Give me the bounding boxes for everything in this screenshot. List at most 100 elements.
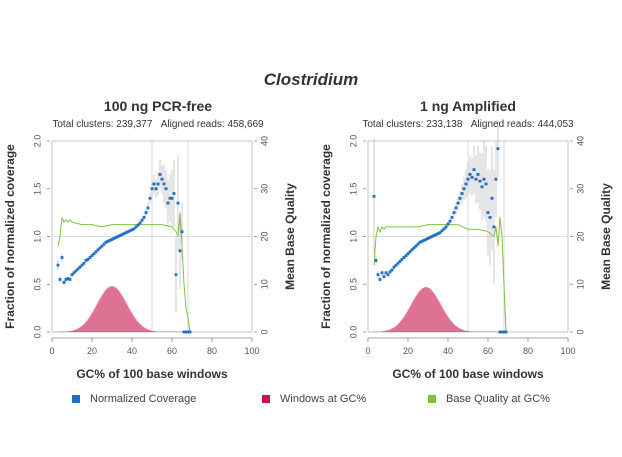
right-coverage-point [444, 225, 448, 229]
right-coverage-point [390, 268, 394, 272]
right-coverage-point [478, 179, 482, 183]
left-coverage-point [140, 218, 144, 222]
left-coverage-point [96, 248, 100, 252]
right-coverage-point [490, 196, 494, 200]
right-coverage-point [428, 236, 432, 239]
right-coverage-point [374, 258, 378, 262]
right-y2-tick-label: 40 [575, 136, 585, 146]
right-x-tick-label: 40 [443, 346, 453, 356]
legend-swatch-coverage [72, 395, 80, 403]
right-coverage-point [442, 227, 446, 231]
left-coverage-point [106, 239, 110, 243]
right-coverage-point [398, 259, 402, 263]
left-coverage-point [66, 277, 70, 280]
left-coverage-point [110, 237, 114, 241]
left-coverage-point [128, 229, 132, 233]
left-coverage-point [102, 242, 106, 246]
left-y2-tick-label: 10 [259, 279, 269, 289]
left-coverage-point [162, 182, 166, 186]
left-coverage-point [116, 235, 120, 238]
left-y-tick-label: 0.0 [32, 326, 42, 339]
left-coverage-point [130, 228, 134, 232]
left-x-axis-title: GC% of 100 base windows [76, 367, 228, 381]
left-panel-stats: Total clusters: 239,377 Aligned reads: 4… [28, 119, 288, 130]
left-coverage-point [62, 280, 66, 284]
left-coverage-point [76, 267, 80, 271]
left-coverage-point [86, 258, 90, 261]
right-coverage-point [384, 271, 388, 275]
right-x-tick-label: 0 [365, 346, 370, 356]
right-coverage-point [488, 216, 492, 219]
right-coverage-point [450, 216, 454, 219]
right-x-tick-label: 60 [483, 346, 493, 356]
legend-swatch-quality [428, 395, 436, 403]
left-y2-tick-label: 30 [259, 184, 269, 194]
right-x-tick-label: 80 [523, 346, 533, 356]
right-coverage-point [502, 330, 506, 334]
left-coverage-point [112, 237, 116, 240]
left-quality-line [57, 212, 191, 333]
right-chart: 0 20 40 60 80 100 0.0 0.5 1.0 1.5 2.0 0 10 20 30 40 GC% … [319, 119, 613, 381]
right-coverage-point [394, 263, 398, 267]
left-coverage-point [182, 330, 186, 334]
left-coverage-point [152, 182, 156, 186]
left-x-tick-label: 0 [49, 346, 54, 356]
left-coverage-point [126, 230, 130, 234]
right-coverage-point [496, 147, 500, 151]
left-y2-tick-label: 40 [259, 136, 269, 146]
left-x-tick-label: 20 [87, 346, 97, 356]
right-coverage-point [430, 235, 434, 238]
left-aligned-reads: Aligned reads: 458,669 [160, 119, 264, 130]
right-coverage-point [498, 330, 502, 334]
left-coverage-point [92, 252, 96, 256]
right-coverage-point [386, 273, 390, 277]
left-coverage-point [160, 177, 164, 181]
left-coverage-point [58, 278, 62, 281]
left-coverage-point [72, 271, 76, 275]
left-coverage-point [74, 269, 78, 273]
right-coverage-point [410, 248, 414, 252]
right-coverage-point [492, 225, 496, 229]
left-coverage-point [132, 227, 136, 231]
left-coverage-point [84, 258, 88, 262]
left-coverage-point [154, 187, 158, 191]
right-coverage-point [456, 201, 460, 205]
left-y-tick-label: 0.5 [32, 278, 42, 291]
right-aligned-reads: Aligned reads: 444,053 [470, 119, 574, 130]
right-coverage-point [432, 234, 436, 237]
right-y2-tick-label: 30 [575, 184, 585, 194]
right-coverage-point [466, 177, 470, 181]
right-coverage-point [404, 254, 408, 257]
left-coverage-point [118, 234, 122, 237]
left-coverage-point [166, 201, 170, 205]
legend-label-quality: Base Quality at GC% [446, 393, 550, 405]
left-coverage-point [150, 187, 154, 191]
left-x-tick-label: 60 [167, 346, 177, 356]
right-coverage-point [400, 258, 404, 261]
right-x-tick-label: 100 [560, 346, 575, 356]
right-total-clusters: Total clusters: 233,138 [362, 119, 463, 130]
left-coverage-point [124, 231, 128, 235]
left-coverage-point [80, 263, 84, 267]
right-y-axis-title: Fraction of normalized coverage [319, 144, 333, 329]
right-coverage-point [440, 229, 444, 233]
left-y-axis-title: Fraction of normalized coverage [3, 144, 17, 329]
left-y2-tick-label: 0 [259, 329, 269, 334]
left-coverage-point [120, 233, 124, 236]
left-coverage-point [188, 330, 192, 334]
left-x-tick-label: 40 [127, 346, 137, 356]
right-y-tick-label: 0.5 [348, 278, 358, 291]
legend-label-coverage: Normalized Coverage [90, 393, 197, 405]
right-coverage-point [418, 240, 422, 244]
right-panel-stats: Total clusters: 233,138 Aligned reads: 4… [338, 119, 598, 130]
right-y2-tick-label: 20 [575, 231, 585, 241]
right-coverage-point [500, 330, 504, 334]
left-coverage-point [174, 273, 178, 277]
left-y2-axis-title: Mean Base Quality [283, 183, 297, 290]
left-coverage-point [142, 216, 146, 219]
right-panel-title: 1 ng Amplified [420, 98, 516, 114]
legend-item-quality: Base Quality at GC% [428, 392, 550, 406]
right-quality-line [373, 217, 507, 333]
right-coverage-point [448, 219, 452, 223]
